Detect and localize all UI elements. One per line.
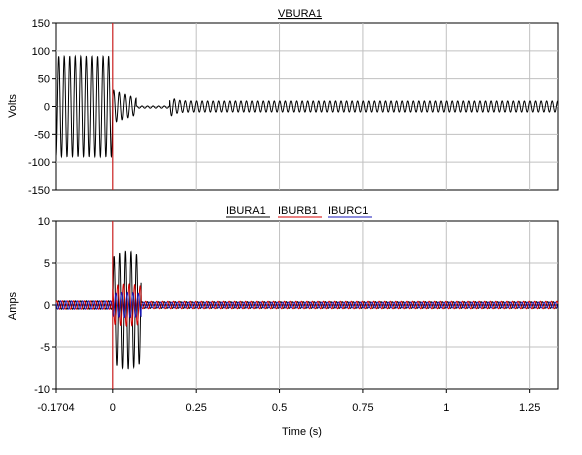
voltage-chart: 150 100 50 0 -50 -100 -150 VBURA1 Volts — [7, 8, 559, 197]
x-tick-label: 0.25 — [185, 402, 206, 414]
x-tick-label: 1.25 — [519, 402, 540, 414]
voltage-y-ticks: 150 100 50 0 -50 -100 -150 — [28, 18, 56, 197]
voltage-series — [55, 54, 559, 159]
current-series-IBURB1 — [55, 283, 559, 327]
legend-entry-IBURB1: IBURB1 — [278, 205, 318, 217]
voltage-y-tick-label: -50 — [34, 129, 50, 141]
current-x-ticks: -0.1704 0 0.25 0.5 0.75 1 1.25 — [37, 389, 540, 414]
x-tick-label: -0.1704 — [37, 402, 74, 414]
current-y-tick-label: 10 — [38, 216, 50, 228]
x-tick-label: 0 — [110, 402, 116, 414]
voltage-y-tick-label: -100 — [28, 157, 50, 169]
x-tick-label: 1 — [443, 402, 449, 414]
voltage-y-tick-label: -150 — [28, 185, 50, 197]
current-legend: IBURA1 IBURB1 IBURC1 — [226, 205, 372, 218]
voltage-y-tick-label: 150 — [32, 18, 50, 30]
current-y-tick-label: -10 — [34, 384, 50, 396]
current-y-axis-label: Amps — [7, 291, 19, 320]
current-y-ticks: 10 5 0 -5 -10 — [34, 216, 56, 396]
voltage-series-VBURA1 — [55, 54, 559, 159]
current-series-IBURC1 — [55, 291, 559, 319]
voltage-y-axis-label: Volts — [7, 94, 19, 118]
x-tick-label: 0.5 — [272, 402, 287, 414]
legend-entry-IBURC1: IBURC1 — [328, 205, 368, 217]
voltage-y-tick-label: 50 — [38, 74, 50, 86]
current-y-tick-label: 5 — [44, 258, 50, 270]
voltage-y-tick-label: 0 — [44, 102, 50, 114]
voltage-y-tick-label: 100 — [32, 46, 50, 58]
time-x-axis-label: Time (s) — [282, 426, 322, 438]
current-series — [55, 250, 559, 370]
current-y-tick-label: -5 — [40, 342, 50, 354]
voltage-title: VBURA1 — [278, 8, 322, 20]
x-tick-label: 0.75 — [352, 402, 373, 414]
current-y-tick-label: 0 — [44, 300, 50, 312]
current-chart: 10 5 0 -5 -10 -0.1704 0 0.25 0.5 0.75 1 1.25 IBURA… — [7, 205, 559, 438]
legend-entry-IBURA1: IBURA1 — [226, 205, 266, 217]
